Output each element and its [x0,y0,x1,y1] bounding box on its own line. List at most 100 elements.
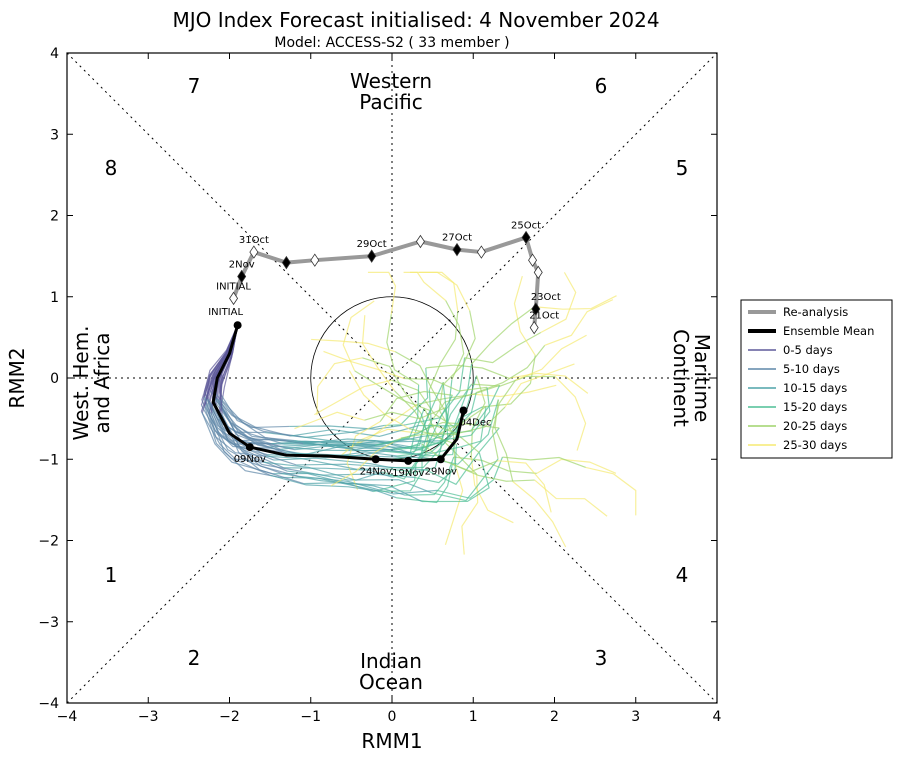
x-tick-label: 2 [550,709,559,725]
ensemble-member-line [364,407,446,421]
chart-title: MJO Index Forecast initialised: 4 Novemb… [172,8,659,32]
legend-label: 20-25 days [783,419,847,433]
ensemble-member-line [471,306,535,365]
x-tick-label: −2 [219,709,240,725]
ensemble-member-line [283,467,393,478]
ensemble-member-line [384,367,429,427]
y-tick-label: 3 [50,127,59,143]
reanalysis-marker [249,245,259,259]
ensemble-member-line [204,324,239,397]
phase-number-8: 8 [105,156,118,180]
x-tick-label: 1 [469,709,478,725]
ensemble-member-line [311,338,396,353]
ensemble-member-line [280,444,404,450]
ensemble-member-line [375,384,420,446]
ensemble-mean-date-label: 24Nov [360,466,392,477]
ensemble-member-line [205,403,266,457]
ensemble-member-line [303,482,423,503]
ensemble-member-line [508,372,589,394]
ensemble-mean-marker [404,456,413,465]
reanalysis-date-label: INITIAL [216,281,251,292]
ensemble-member-line [513,275,536,356]
y-tick-label: −3 [38,615,59,631]
reanalysis-marker [529,320,539,335]
x-tick-label: −1 [300,709,321,725]
ensemble-member-line [289,424,406,430]
ensemble-member-line [379,444,423,492]
phase-number-7: 7 [188,74,201,98]
ensemble-member-line [354,370,431,412]
ensemble-member-line [536,458,617,474]
ensemble-member-line [494,399,514,482]
ensemble-member-line [294,444,422,457]
ensemble-member-line [405,456,455,496]
ensemble-mean-marker [459,406,468,415]
ensemble-member-line [445,300,465,380]
ensemble-member-line [200,411,270,476]
ensemble-member-line [512,481,567,548]
reanalysis-marker [310,253,320,267]
reanalysis-date-label: 31Oct [239,235,269,246]
ensemble-member-line [362,357,422,414]
ensemble-member-line [367,271,397,315]
reanalysis-marker [521,230,531,245]
legend-label: 5-10 days [783,362,840,376]
ensemble-member-line [404,377,488,392]
ensemble-member-line [554,376,587,451]
ensemble-member-line [540,272,577,334]
ensemble-member-line [361,315,395,391]
x-tick-label: 4 [713,709,722,725]
y-tick-label: −4 [38,696,59,712]
y-tick-label: 2 [50,209,59,225]
reanalysis-date-label: 21Oct [529,311,559,322]
ensemble-member-line [423,406,487,456]
phase-number-5: 5 [676,156,689,180]
x-tick-label: −3 [138,709,159,725]
ensemble-member-line [413,444,458,484]
phase-number-4: 4 [676,563,689,587]
reanalysis-date-label: 29Oct [357,239,387,250]
ensemble-member-line [585,466,637,516]
ensemble-member-line [438,387,491,442]
ensemble-member-line [263,461,383,481]
ensemble-member-line [461,474,479,555]
plot-area: 1 2 3 4 5 6 7 8 Western Pacific Indian Oce… [66,52,718,704]
ensemble-member-line [201,412,273,475]
phase-number-3: 3 [595,646,608,670]
legend-label: Re-analysis [783,305,848,319]
reanalysis-marker [476,245,486,259]
ensemble-member-line [428,310,459,390]
y-axis-ticks: −4 −3 −2 −1 0 1 2 3 4 [38,46,717,712]
ensemble-member-line [464,331,542,364]
ensemble-mean-marker [436,455,445,464]
region-label-west-hem-africa: West. Hem.and Africa [69,325,114,440]
reanalysis-marker [528,253,538,267]
ensemble-member-line [348,370,410,430]
ensemble-mean-date-label: 19Nov [392,468,424,479]
reanalysis-date-label: 25Oct [511,220,541,231]
ensemble-member-line [395,394,453,451]
ensemble-member-line [290,424,419,438]
y-tick-label: 0 [50,371,59,387]
ensemble-mean-date-label: 04Dec [459,418,491,429]
reanalysis-date-label: 2Nov [229,259,255,270]
reanalysis-marker [281,255,291,270]
ensemble-member-line [416,384,500,405]
y-tick-label: −1 [38,452,59,468]
legend: Re-analysis Ensemble Mean 0-5 days 5-10 day… [740,299,893,459]
ensemble-member-line [300,435,424,444]
reanalysis-marker [237,269,247,284]
ensemble-member-line [419,271,459,312]
ensemble-member-line [425,364,510,379]
phase-number-6: 6 [595,74,608,98]
ensemble-member-line [265,455,387,470]
ensemble-member-line [384,407,425,455]
legend-items: Re-analysis Ensemble Mean 0-5 days 5-10 day… [748,305,874,452]
chart-subtitle: Model: ACCESS-S2 ( 33 member ) [274,35,509,51]
x-tick-label: 3 [631,709,640,725]
legend-label: 15-20 days [783,400,847,414]
ensemble-member-line [504,363,575,408]
x-axis-label: RMM1 [361,729,422,753]
ensemble-member-line [215,393,291,437]
ensemble-member-line [431,458,499,502]
